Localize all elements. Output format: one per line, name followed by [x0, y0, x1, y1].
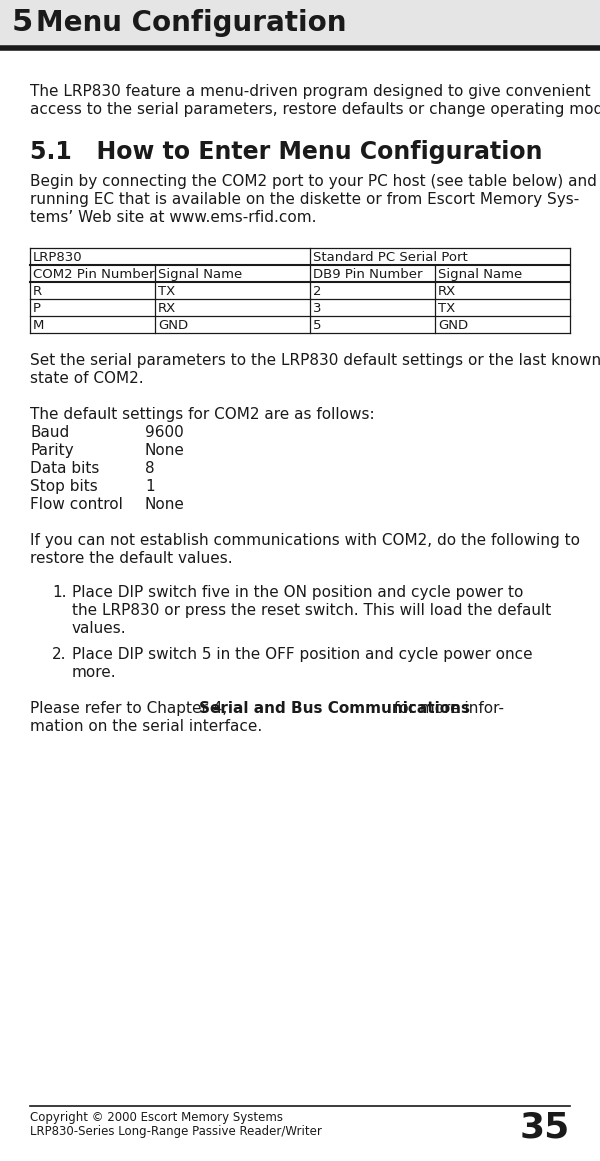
Text: DB9 Pin Number: DB9 Pin Number — [313, 268, 422, 281]
Text: GND: GND — [438, 319, 468, 332]
Text: 5: 5 — [313, 319, 322, 332]
Text: Signal Name: Signal Name — [158, 268, 242, 281]
Text: more.: more. — [72, 665, 116, 680]
Text: state of COM2.: state of COM2. — [30, 372, 143, 385]
Text: Baud: Baud — [30, 425, 69, 440]
Text: TX: TX — [438, 302, 455, 315]
Text: None: None — [145, 497, 185, 512]
Text: 2: 2 — [313, 284, 322, 298]
Text: values.: values. — [72, 621, 127, 636]
Text: Stop bits: Stop bits — [30, 479, 98, 493]
Text: LRP830-Series Long-Range Passive Reader/Writer: LRP830-Series Long-Range Passive Reader/… — [30, 1125, 322, 1138]
Bar — [0, 0, 600, 46]
Text: 3: 3 — [313, 302, 322, 315]
Text: restore the default values.: restore the default values. — [30, 551, 233, 567]
Text: TX: TX — [158, 284, 175, 298]
Text: 35: 35 — [520, 1111, 570, 1145]
Text: 2.: 2. — [52, 647, 67, 662]
Text: for more infor-: for more infor- — [389, 701, 504, 716]
Text: Place DIP switch five in the ON position and cycle power to: Place DIP switch five in the ON position… — [72, 585, 523, 600]
Text: Place DIP switch 5 in the OFF position and cycle power once: Place DIP switch 5 in the OFF position a… — [72, 647, 533, 662]
Text: 1: 1 — [145, 479, 155, 493]
Text: None: None — [145, 444, 185, 457]
Text: 9600: 9600 — [145, 425, 184, 440]
Text: mation on the serial interface.: mation on the serial interface. — [30, 719, 262, 734]
Text: Flow control: Flow control — [30, 497, 123, 512]
Text: R: R — [33, 284, 42, 298]
Text: running EC that is available on the diskette or from Escort Memory Sys-: running EC that is available on the disk… — [30, 192, 579, 207]
Text: tems’ Web site at www.ems-rfid.com.: tems’ Web site at www.ems-rfid.com. — [30, 210, 317, 225]
Text: 5.1   How to Enter Menu Configuration: 5.1 How to Enter Menu Configuration — [30, 140, 542, 164]
Text: Parity: Parity — [30, 444, 74, 457]
Text: Begin by connecting the COM2 port to your PC host (see table below) and: Begin by connecting the COM2 port to you… — [30, 174, 597, 189]
Text: Signal Name: Signal Name — [438, 268, 522, 281]
Text: 1.: 1. — [52, 585, 67, 600]
Text: access to the serial parameters, restore defaults or change operating modes.: access to the serial parameters, restore… — [30, 102, 600, 117]
Text: Serial and Bus Communications: Serial and Bus Communications — [199, 701, 470, 716]
Text: RX: RX — [158, 302, 176, 315]
Text: Menu Configuration: Menu Configuration — [36, 9, 347, 37]
Text: Standard PC Serial Port: Standard PC Serial Port — [313, 251, 468, 264]
Text: Please refer to Chapter 4,: Please refer to Chapter 4, — [30, 701, 232, 716]
Text: The default settings for COM2 are as follows:: The default settings for COM2 are as fol… — [30, 408, 374, 421]
Text: LRP830: LRP830 — [33, 251, 83, 264]
Text: Set the serial parameters to the LRP830 default settings or the last known: Set the serial parameters to the LRP830 … — [30, 353, 600, 368]
Text: Copyright © 2000 Escort Memory Systems: Copyright © 2000 Escort Memory Systems — [30, 1111, 283, 1124]
Text: If you can not establish communications with COM2, do the following to: If you can not establish communications … — [30, 533, 580, 548]
Text: 8: 8 — [145, 461, 155, 476]
Text: P: P — [33, 302, 41, 315]
Text: COM2 Pin Number: COM2 Pin Number — [33, 268, 155, 281]
Text: M: M — [33, 319, 44, 332]
Text: GND: GND — [158, 319, 188, 332]
Text: 5: 5 — [12, 8, 33, 37]
Text: RX: RX — [438, 284, 456, 298]
Text: The LRP830 feature a menu-driven program designed to give convenient: The LRP830 feature a menu-driven program… — [30, 84, 590, 99]
Text: Data bits: Data bits — [30, 461, 100, 476]
Text: the LRP830 or press the reset switch. This will load the default: the LRP830 or press the reset switch. Th… — [72, 603, 551, 618]
